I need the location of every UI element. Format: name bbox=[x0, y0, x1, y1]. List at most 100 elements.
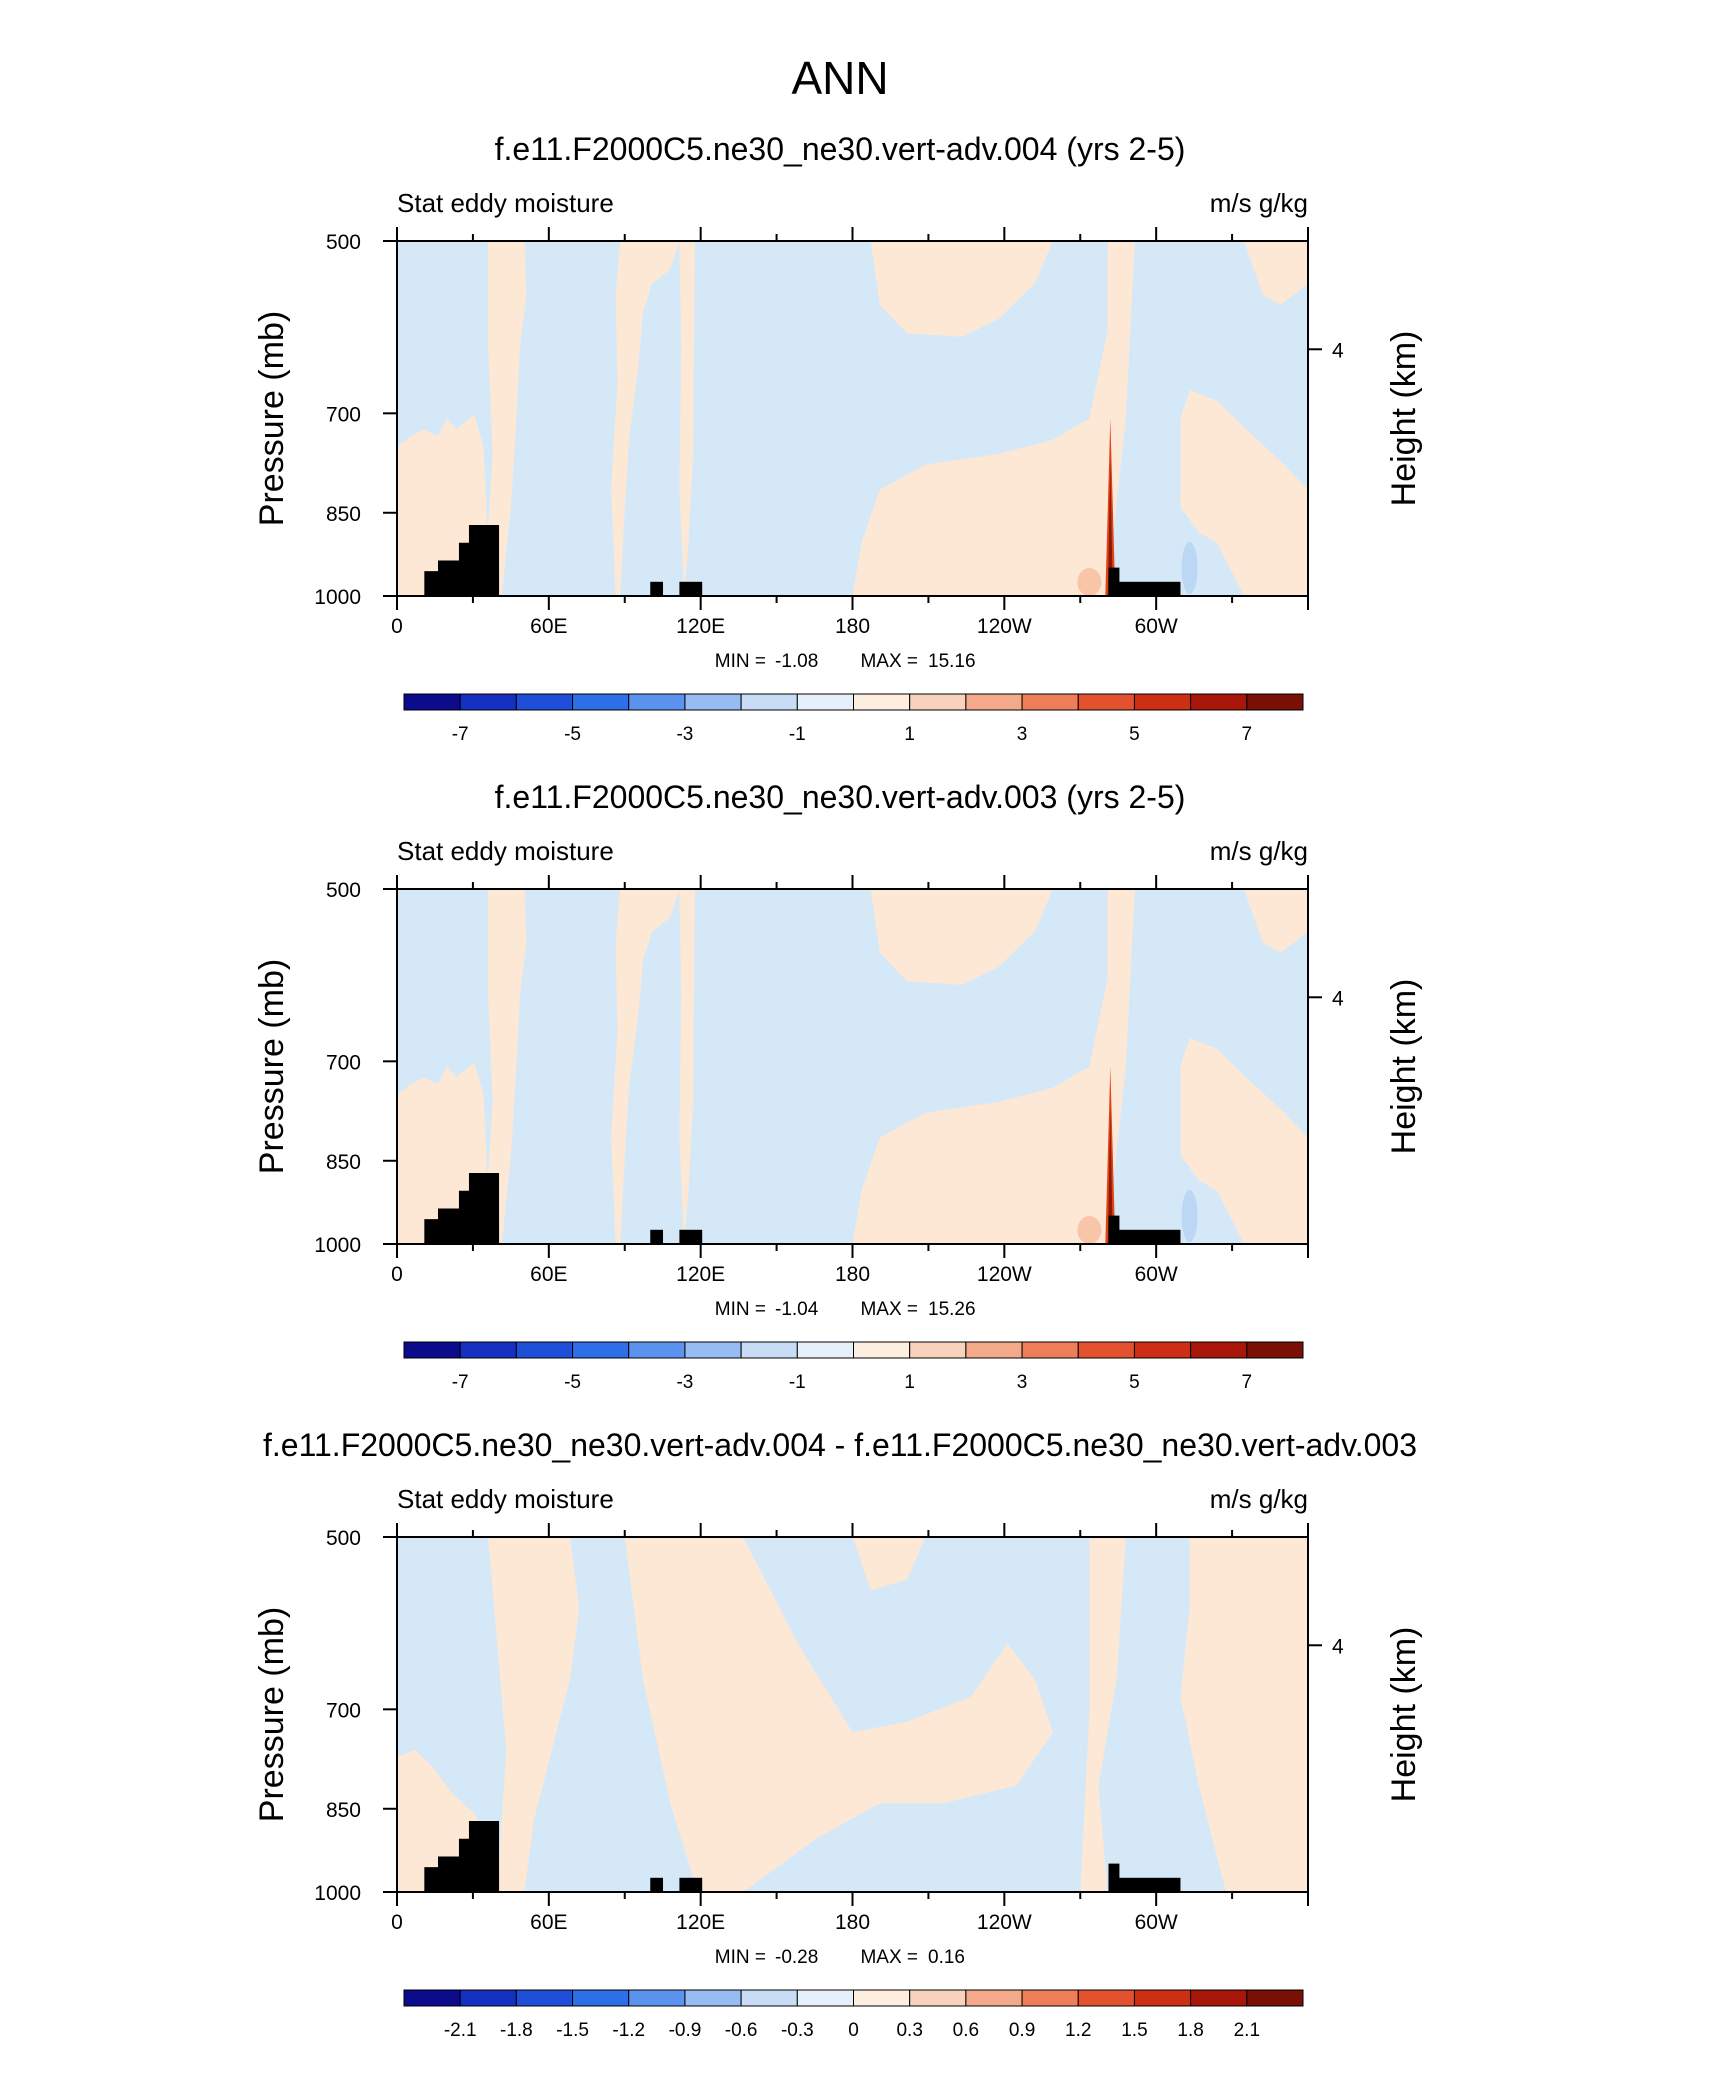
colorbar-box bbox=[1021, 1341, 1079, 1359]
colorbar-label: -7 bbox=[452, 1372, 469, 1393]
colorbar-label: 3 bbox=[1017, 1372, 1028, 1393]
colorbar-box bbox=[515, 1989, 574, 2007]
warm-patch bbox=[1077, 1216, 1102, 1244]
colorbar-box bbox=[796, 1341, 854, 1359]
topography-mask bbox=[437, 1856, 461, 1892]
colorbar-box bbox=[459, 693, 517, 711]
colorbar-label: -5 bbox=[564, 724, 581, 745]
y2-tick-label: 4 bbox=[1332, 339, 1344, 362]
min-label: MIN = bbox=[715, 1947, 766, 1968]
colorbar-label: 5 bbox=[1129, 724, 1140, 745]
max-value: 15.26 bbox=[928, 1299, 976, 1320]
y-tick-label: 1000 bbox=[314, 1882, 361, 1905]
colorbar-label: 1.8 bbox=[1177, 2020, 1203, 2041]
colorbar-label: 1 bbox=[904, 1372, 915, 1393]
colorbar-label: 3 bbox=[1017, 724, 1028, 745]
colorbar-box bbox=[740, 1341, 798, 1359]
colorbar-box bbox=[628, 1989, 686, 2007]
x-tick-label: 120E bbox=[676, 615, 725, 638]
colorbar-box bbox=[740, 1989, 798, 2007]
x-tick-label: 120W bbox=[977, 615, 1032, 638]
colorbar-label: 5 bbox=[1129, 1372, 1140, 1393]
positive-region bbox=[852, 1537, 926, 1591]
colorbar-box bbox=[684, 693, 742, 711]
colorbar-box bbox=[684, 1341, 742, 1359]
colorbar-label: 7 bbox=[1242, 1372, 1253, 1393]
y2-axis-label: Height (km) bbox=[1385, 331, 1423, 507]
colorbar-box bbox=[909, 693, 967, 711]
topography-mask bbox=[679, 1229, 703, 1244]
max-label: MAX = bbox=[860, 651, 918, 672]
x-tick-label: 60W bbox=[1135, 1263, 1178, 1286]
colorbar-box bbox=[403, 1989, 461, 2007]
topography-mask bbox=[488, 1219, 500, 1244]
cool-patch bbox=[1181, 1190, 1198, 1242]
colorbar-label: 0.3 bbox=[896, 2020, 922, 2041]
min-value: -0.28 bbox=[775, 1947, 818, 1968]
topography-mask bbox=[437, 1208, 461, 1244]
colorbar-box bbox=[965, 693, 1023, 711]
panel-title: f.e11.F2000C5.ne30_ne30.vert-adv.004 - f… bbox=[263, 1427, 1417, 1463]
positive-region bbox=[488, 1537, 580, 1892]
right-string: m/s g/kg bbox=[1210, 188, 1308, 218]
y-tick-label: 700 bbox=[326, 1051, 361, 1074]
colorbar-box bbox=[1021, 1989, 1079, 2007]
panel-title: f.e11.F2000C5.ne30_ne30.vert-adv.003 (yr… bbox=[495, 779, 1186, 815]
colorbar-box bbox=[1246, 1341, 1304, 1359]
topography-mask bbox=[488, 571, 500, 596]
topography-mask bbox=[1116, 1877, 1181, 1892]
colorbar: -7 -5 -3 -1 1 3 5 7 bbox=[403, 1341, 1304, 1393]
x-tick-label: 0 bbox=[391, 615, 403, 638]
positive-region bbox=[1244, 241, 1308, 305]
y-axis-label: Pressure (mb) bbox=[253, 1607, 291, 1822]
contour-field bbox=[397, 889, 1308, 1244]
y-axis-label: Pressure (mb) bbox=[253, 311, 291, 526]
colorbar-label: 1.2 bbox=[1065, 2020, 1091, 2041]
x-tick-label: 180 bbox=[835, 615, 870, 638]
colorbar-label: 7 bbox=[1242, 724, 1253, 745]
topography-mask bbox=[1108, 567, 1120, 596]
x-tick-label: 0 bbox=[391, 1263, 403, 1286]
main-title: ANN bbox=[791, 52, 888, 104]
y-axis-label: Pressure (mb) bbox=[253, 959, 291, 1174]
colorbar-label: -5 bbox=[564, 1372, 581, 1393]
topography-mask bbox=[1108, 1215, 1120, 1244]
min-label: MIN = bbox=[715, 651, 766, 672]
colorbar-box bbox=[740, 693, 798, 711]
y2-axis-label: Height (km) bbox=[1385, 979, 1423, 1155]
colorbar-box bbox=[515, 693, 574, 711]
positive-region bbox=[870, 241, 1053, 337]
colorbar-box bbox=[459, 1989, 517, 2007]
contour-field bbox=[397, 1537, 1308, 1892]
panel-title: f.e11.F2000C5.ne30_ne30.vert-adv.004 (yr… bbox=[495, 131, 1186, 167]
x-tick-label: 0 bbox=[391, 1911, 403, 1934]
colorbar: -2.1 -1.8 -1.5 -1.2 -0.9 -0.6 -0.3 0 0.3 0.6 0.9 1.… bbox=[403, 1989, 1304, 2041]
colorbar-box bbox=[965, 1989, 1023, 2007]
positive-region bbox=[483, 889, 527, 1244]
positive-region bbox=[611, 241, 680, 596]
colorbar-box bbox=[853, 693, 911, 711]
positive-region bbox=[1244, 889, 1308, 953]
topography-mask bbox=[650, 1877, 664, 1892]
topography-mask bbox=[1108, 1863, 1120, 1892]
colorbar-label: -1 bbox=[789, 724, 806, 745]
positive-region bbox=[852, 241, 1135, 596]
colorbar-label: -1 bbox=[789, 1372, 806, 1393]
positive-region bbox=[1180, 390, 1308, 596]
topography-mask bbox=[458, 1838, 470, 1892]
colorbar-label: 0.9 bbox=[1009, 2020, 1035, 2041]
y-tick-label: 1000 bbox=[314, 1234, 361, 1257]
y-tick-label: 850 bbox=[326, 1799, 361, 1822]
x-tick-label: 120W bbox=[977, 1263, 1032, 1286]
colorbar-box bbox=[403, 693, 461, 711]
colorbar-label: -0.3 bbox=[781, 2020, 814, 2041]
colorbar-box bbox=[1077, 1341, 1135, 1359]
colorbar-box bbox=[853, 1341, 911, 1359]
x-tick-label: 60W bbox=[1135, 615, 1178, 638]
colorbar-box bbox=[909, 1989, 967, 2007]
warm-patch bbox=[1077, 568, 1102, 596]
colorbar-box bbox=[909, 1341, 967, 1359]
panel-1: f.e11.F2000C5.ne30_ne30.vert-adv.004 (yr… bbox=[253, 131, 1423, 745]
colorbar-label: -3 bbox=[676, 1372, 693, 1393]
